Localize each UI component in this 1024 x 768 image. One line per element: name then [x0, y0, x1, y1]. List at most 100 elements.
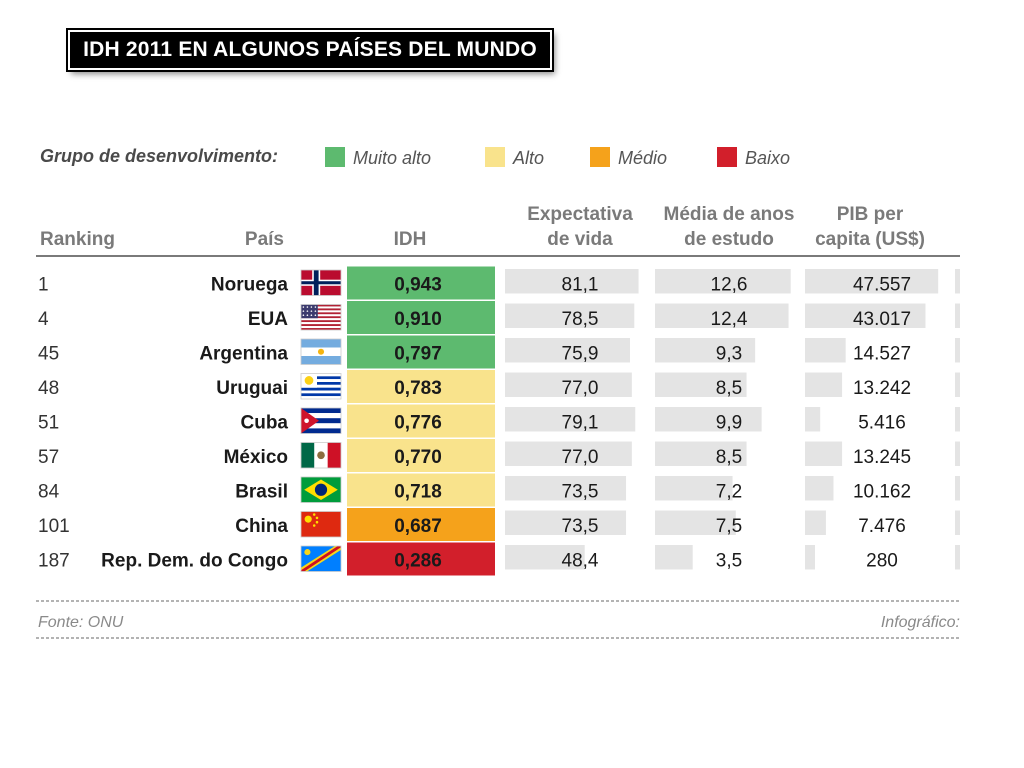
uruguay-flag-icon — [300, 373, 342, 400]
idh-value: 0,776 — [394, 412, 442, 433]
footer-source: Fonte: ONU — [38, 614, 124, 631]
pib-bar — [805, 269, 939, 294]
row-rank: 48 — [38, 378, 59, 399]
estudo-bar — [655, 269, 791, 294]
pib-value: 13.245 — [853, 447, 911, 468]
legend-label-medio: Médio — [618, 148, 667, 168]
expectativa-bar — [505, 269, 639, 294]
row-rank: 1 — [38, 274, 49, 295]
expectativa-value: 73,5 — [562, 516, 599, 537]
estudo-bar — [655, 441, 747, 466]
pib-bar — [805, 476, 834, 501]
header-estudo-line2: de estudo — [684, 229, 774, 250]
row-rank: 4 — [38, 309, 49, 330]
row-rank: 51 — [38, 412, 59, 433]
estudo-bar — [655, 510, 736, 535]
expectativa-value: 77,0 — [562, 378, 599, 399]
legend-swatch-muito-alto — [325, 147, 345, 167]
row-country: México — [224, 447, 288, 468]
pib-value: 47.557 — [853, 274, 911, 295]
expectativa-bar — [505, 441, 632, 466]
row-country: Uruguai — [216, 378, 288, 399]
edge-bar — [955, 338, 960, 363]
idh-cell — [347, 542, 495, 576]
cuba-flag-icon — [300, 407, 342, 434]
table-header: Ranking País IDH Expectativa de vida Méd… — [40, 204, 925, 250]
idh-value: 0,943 — [394, 274, 442, 295]
idh-cell — [347, 370, 495, 403]
china-flag-icon — [300, 511, 342, 538]
pib-value: 14.527 — [853, 343, 911, 364]
estudo-bar — [655, 545, 693, 570]
idh-value: 0,783 — [394, 378, 442, 399]
edge-bar — [955, 441, 960, 466]
slide-title: IDH 2011 EN ALGUNOS PAÍSES DEL MUNDO — [68, 30, 552, 70]
table-row: 101 China 0,687 73,5 7,5 7.476 — [38, 508, 960, 541]
edge-bar — [955, 269, 960, 294]
expectativa-value: 78,5 — [562, 309, 599, 330]
edge-bar — [955, 303, 960, 328]
idh-value: 0,770 — [394, 447, 442, 468]
idh-cell — [347, 439, 495, 472]
legend-swatch-baixo — [717, 147, 737, 167]
idh-cell — [347, 301, 495, 334]
estudo-bar — [655, 407, 762, 432]
legend-label: Grupo de desenvolvimento: — [40, 146, 278, 166]
idh-value: 0,687 — [394, 516, 442, 537]
estudo-bar — [655, 476, 733, 501]
row-country: Brasil — [235, 481, 288, 502]
estudo-value: 8,5 — [716, 378, 742, 399]
idh-cell — [347, 335, 495, 369]
estudo-bar — [655, 338, 756, 363]
pib-bar — [805, 372, 843, 397]
row-rank: 45 — [38, 343, 59, 364]
expectativa-bar — [505, 407, 636, 432]
mexico-flag-icon — [300, 442, 342, 469]
legend-label-muito-alto: Muito alto — [353, 148, 431, 168]
pib-value: 13.242 — [853, 378, 911, 399]
idh-cell — [347, 508, 495, 541]
header-idh: IDH — [394, 229, 427, 250]
table-row: 57 México 0,770 77,0 8,5 13.245 — [38, 439, 960, 472]
footer-credit: Infográfico: — [881, 614, 960, 631]
expectativa-value: 73,5 — [562, 481, 599, 502]
row-country: China — [235, 516, 288, 537]
pib-value: 43.017 — [853, 309, 911, 330]
norway-flag-icon — [300, 269, 342, 296]
estudo-value: 12,6 — [711, 274, 748, 295]
row-country: Cuba — [241, 412, 289, 433]
edge-bar — [955, 407, 960, 432]
expectativa-bar — [505, 545, 585, 570]
legend-label-baixo: Baixo — [745, 148, 790, 168]
edge-bar — [955, 510, 960, 535]
pib-value: 10.162 — [853, 481, 911, 502]
header-estudo-line1: Média de anos — [664, 204, 795, 225]
expectativa-value: 81,1 — [562, 274, 599, 295]
estudo-value: 3,5 — [716, 550, 742, 571]
estudo-bar — [655, 303, 789, 328]
legend-label-alto: Alto — [512, 148, 544, 168]
table-row: 187 Rep. Dem. do Congo 0,286 48,4 3,5 280 — [38, 542, 960, 576]
table-row: 48 Uruguai 0,783 77,0 8,5 13.242 — [38, 370, 960, 403]
row-country: Rep. Dem. do Congo — [101, 550, 288, 571]
expectativa-bar — [505, 338, 631, 363]
table-row: 45 Argentina 0,797 75,9 9,3 14.527 — [38, 335, 960, 369]
idh-value: 0,286 — [394, 550, 442, 571]
header-expectativa-line2: de vida — [547, 229, 613, 250]
row-rank: 84 — [38, 481, 60, 502]
expectativa-bar — [505, 372, 632, 397]
expectativa-value: 77,0 — [562, 447, 599, 468]
dr-congo-flag-icon — [300, 545, 342, 572]
idh-value: 0,910 — [394, 309, 442, 330]
header-pib-line2: capita (US$) — [815, 229, 925, 250]
edge-bar — [955, 476, 960, 501]
table-row: 4 EUA 0,910 78,5 12,4 43.017 — [38, 301, 960, 334]
expectativa-value: 48,4 — [562, 550, 599, 571]
pib-bar — [805, 303, 926, 328]
row-rank: 57 — [38, 447, 59, 468]
expectativa-bar — [505, 476, 627, 501]
estudo-bar — [655, 372, 747, 397]
edge-bar — [955, 372, 960, 397]
header-ranking: Ranking — [40, 229, 115, 250]
